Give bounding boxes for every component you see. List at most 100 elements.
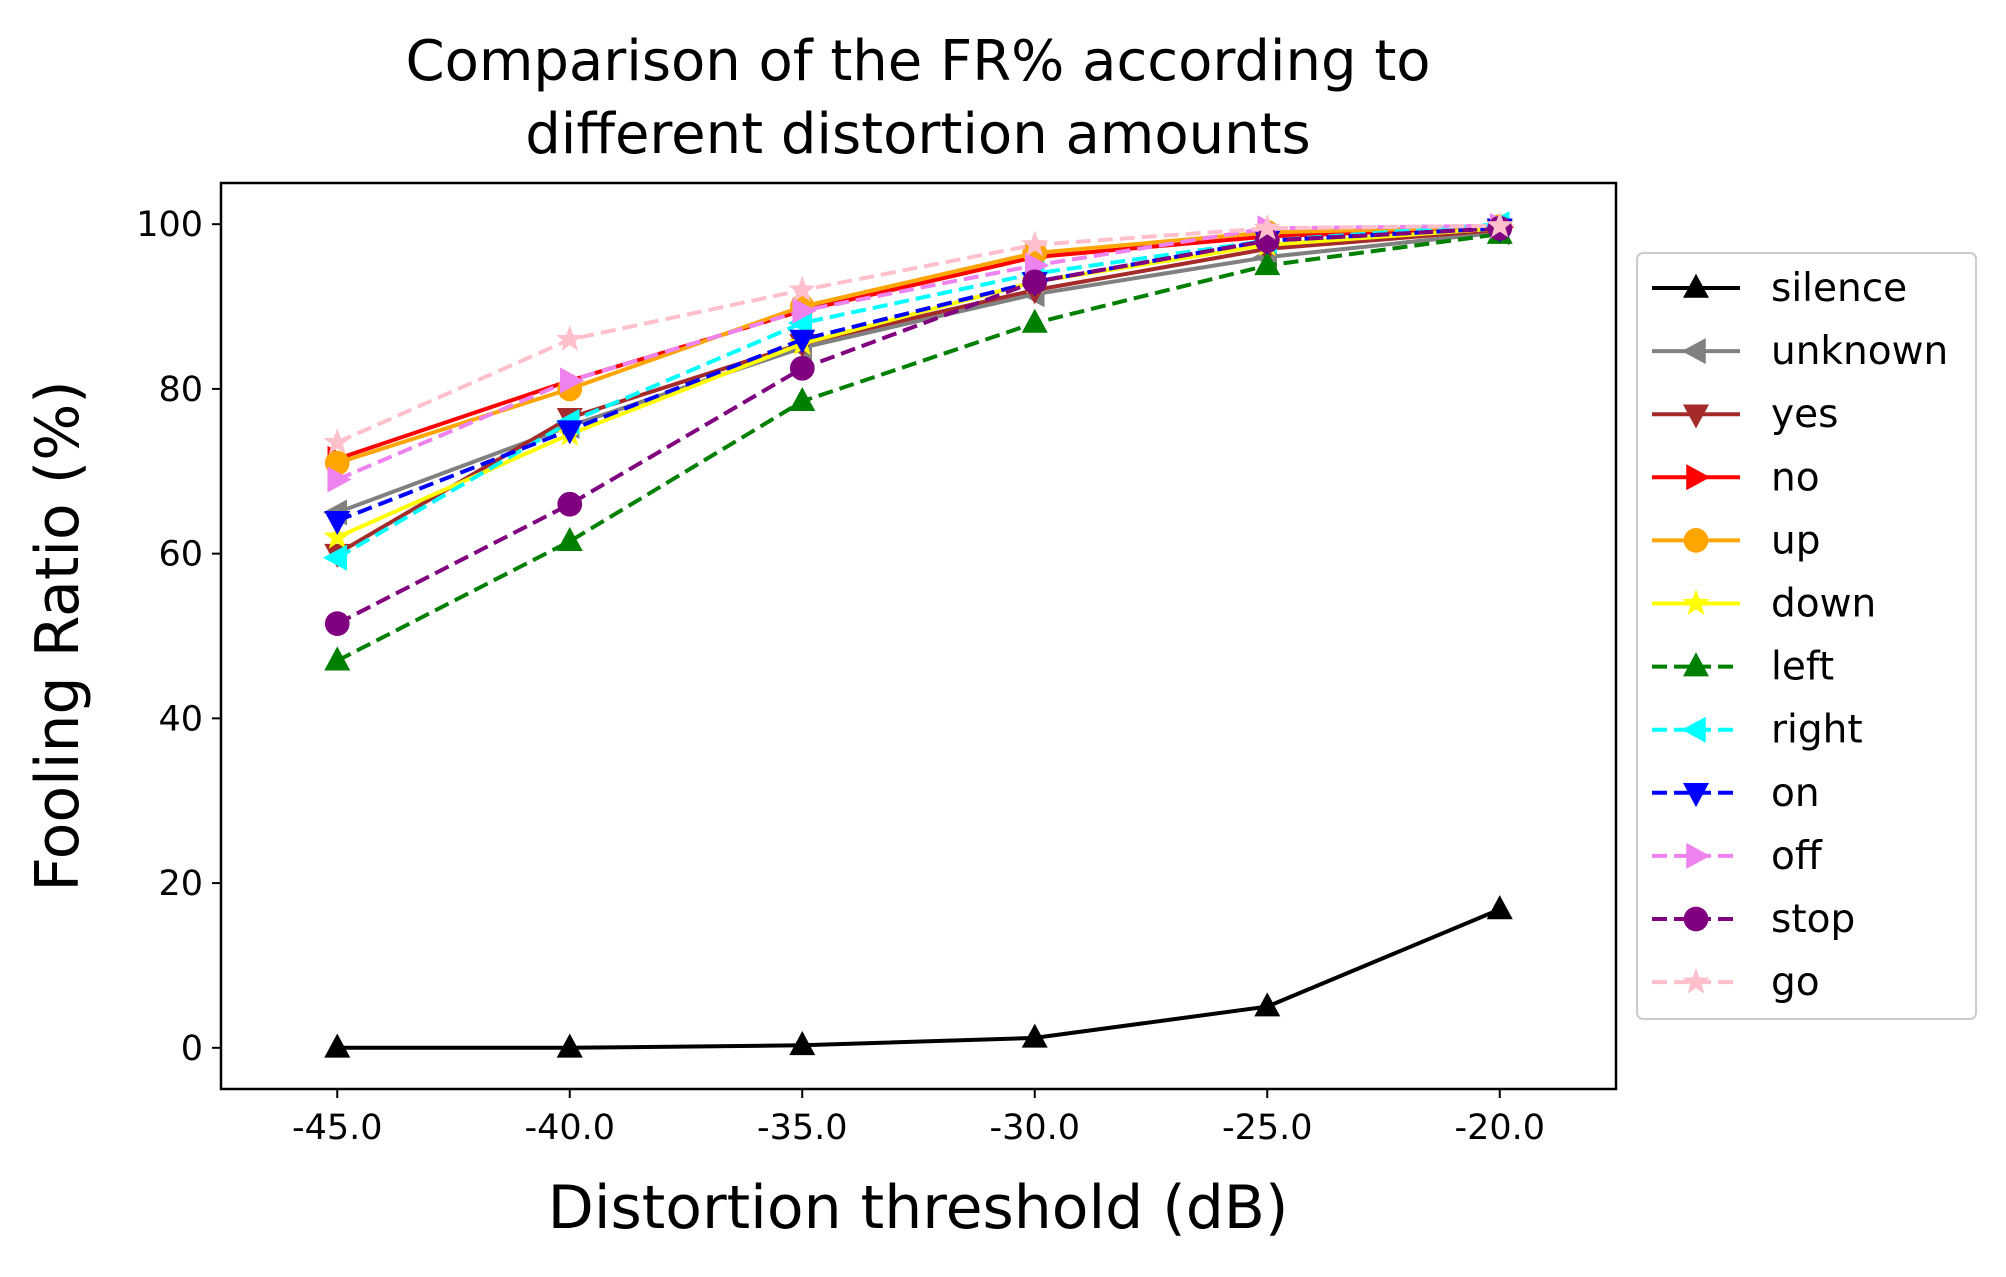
- x-tick-label: -25.0: [1222, 1108, 1313, 1148]
- legend-entry-up: up: [1652, 518, 1820, 563]
- y-tick-label: 0: [181, 1029, 203, 1069]
- y-tick-label: 60: [158, 535, 203, 575]
- legend-entry-right: right: [1652, 708, 1863, 753]
- axis-ticks: -45.0 -40.0 -35.0 -30.0 -25.0 -20.0 0 20 40 60 80 1…: [136, 205, 1545, 1148]
- data-point-left: [1254, 251, 1281, 276]
- legend-marker: [1681, 338, 1706, 365]
- data-point-go: [1486, 211, 1514, 238]
- series-no: [327, 214, 1515, 472]
- series-line-silence: [337, 907, 1501, 1050]
- legend-entry-yes: yes: [1652, 392, 1838, 437]
- plot-area: [322, 211, 1515, 1058]
- legend-label: left: [1771, 645, 1834, 690]
- y-tick-label: 40: [158, 699, 203, 739]
- data-point-stop: [789, 355, 815, 381]
- x-axis-label: Distortion threshold (dB): [548, 1173, 1289, 1243]
- series-line-off: [336, 223, 1500, 482]
- legend-label: right: [1771, 708, 1863, 753]
- legend-entry-no: no: [1652, 455, 1820, 500]
- series-line-stop: [336, 226, 1500, 626]
- legend-marker: [1686, 464, 1711, 491]
- legend-label: off: [1771, 834, 1823, 879]
- data-point-go: [1253, 214, 1281, 240]
- data-point-on: [324, 510, 351, 535]
- data-point-silence: [324, 1033, 351, 1058]
- data-point-on: [556, 420, 583, 445]
- series-line-up: [336, 224, 1500, 465]
- data-point-left: [789, 386, 816, 412]
- legend-marker: [1682, 589, 1710, 616]
- legend-marker: [1686, 842, 1711, 869]
- legend-marker: [1682, 967, 1710, 994]
- legend-label: yes: [1771, 392, 1838, 437]
- data-point-on: [789, 329, 816, 354]
- series-line-no: [336, 225, 1500, 461]
- y-tick-label: 20: [158, 864, 203, 904]
- data-point-go: [788, 275, 816, 302]
- series-line-left: [336, 232, 1501, 663]
- series-line-yes: [336, 227, 1500, 556]
- series-up: [324, 214, 1513, 476]
- data-point-silence: [1254, 992, 1281, 1017]
- series-line-unknown: [336, 230, 1501, 515]
- series-on: [324, 218, 1513, 535]
- y-tick-label: 80: [158, 370, 203, 410]
- legend: silence unknown yes no up down left right on off s…: [1636, 252, 1977, 1020]
- legend-marker: [1683, 783, 1709, 808]
- legend-label: silence: [1771, 266, 1907, 311]
- data-point-stop: [324, 611, 350, 636]
- legend-marker: [1683, 273, 1709, 298]
- x-tick-label: -30.0: [989, 1108, 1080, 1148]
- y-axis-label: Fooling Ratio (%): [23, 380, 93, 891]
- x-tick-label: -35.0: [757, 1108, 848, 1148]
- data-point-stop: [1022, 269, 1048, 295]
- series-down: [323, 214, 1514, 549]
- series-line-down: [336, 226, 1500, 540]
- data-point-down: [323, 522, 351, 549]
- data-point-off: [327, 466, 352, 493]
- series-yes: [324, 220, 1513, 568]
- data-point-go: [556, 325, 584, 352]
- legend-label: stop: [1771, 897, 1855, 942]
- legend-entry-down: down: [1652, 582, 1876, 627]
- data-point-silence: [1486, 895, 1513, 920]
- legend-entry-left: left: [1652, 645, 1834, 690]
- data-point-silence: [789, 1031, 816, 1056]
- data-point-right: [322, 544, 347, 571]
- legend-label: up: [1771, 518, 1820, 563]
- data-point-off: [560, 367, 585, 394]
- legend-label: on: [1771, 771, 1820, 816]
- chart-title-line-2: different distortion amounts: [525, 102, 1310, 167]
- legend-entry-unknown: unknown: [1652, 329, 1948, 374]
- series-line-right: [336, 222, 1500, 560]
- legend-marker: [1683, 906, 1709, 932]
- legend-label: unknown: [1771, 329, 1948, 374]
- x-tick-label: -20.0: [1454, 1108, 1545, 1148]
- series-go: [323, 211, 1514, 454]
- legend-entry-on: on: [1652, 771, 1820, 816]
- chart-title-line-1: Comparison of the FR% according to: [405, 29, 1430, 94]
- axes-frame: [219, 181, 1618, 1091]
- legend-marker: [1683, 404, 1709, 429]
- legend-label: no: [1771, 455, 1820, 500]
- legend-entry-silence: silence: [1652, 266, 1907, 311]
- legend-box: [1636, 252, 1977, 1020]
- x-tick-label: -40.0: [524, 1108, 615, 1148]
- data-point-left: [324, 646, 351, 671]
- legend-label: down: [1771, 582, 1876, 627]
- series-line-go: [336, 223, 1500, 445]
- series-left: [324, 219, 1513, 671]
- legend-marker: [1683, 652, 1709, 677]
- series-right: [322, 211, 1510, 571]
- data-point-left: [1021, 308, 1048, 333]
- legend-entry-off: off: [1652, 834, 1823, 879]
- data-point-left: [556, 526, 583, 552]
- legend-label: go: [1771, 960, 1820, 1005]
- series-unknown: [322, 219, 1510, 526]
- legend-entry-go: go: [1652, 960, 1820, 1005]
- legend-marker: [1681, 716, 1706, 743]
- data-point-go: [323, 428, 351, 454]
- data-point-silence: [1021, 1023, 1048, 1048]
- data-point-right: [787, 310, 812, 337]
